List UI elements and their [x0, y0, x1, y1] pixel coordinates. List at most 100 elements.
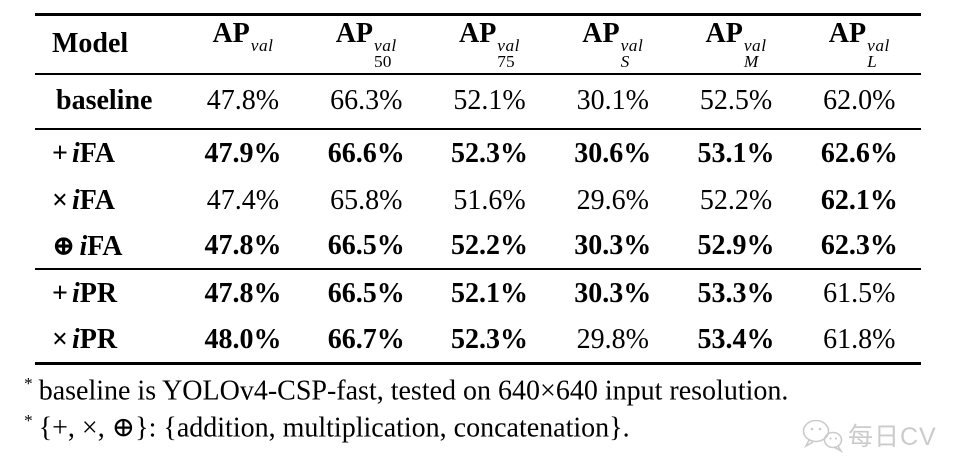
ap-subscript: S	[620, 52, 630, 72]
plus-operator-symbol: +	[52, 138, 68, 169]
wechat-chat-bubbles-icon	[800, 417, 844, 453]
header-row: Model AP val AP val 50 AP val 75 AP val S AP val…	[35, 14, 921, 75]
metric-cell: 51.6%	[453, 185, 526, 216]
footnote-marker: *	[24, 374, 33, 393]
metric-cell: 52.3%	[427, 318, 552, 365]
metric-cell: 52.2%	[427, 223, 552, 270]
metric-cell: 47.8%	[181, 73, 305, 130]
ap-supsub: val 75	[497, 36, 521, 72]
footnote-marker: *	[24, 411, 33, 431]
ap-subscript: 50	[374, 52, 392, 72]
oplus-operator-symbol: ⊕	[52, 230, 76, 262]
metric-cell: 66.6%	[327, 138, 405, 169]
ap-superscript: val	[620, 36, 644, 56]
metric-cell: 61.5%	[823, 278, 896, 309]
footnote-text: {+, ×, ⊕}: {addition, multiplication, co…	[38, 412, 630, 444]
footnote-baseline: * baseline is YOLOv4-CSP-fast, tested on …	[24, 373, 956, 410]
metric-cell: 47.4%	[206, 185, 280, 216]
metric-cell: 52.2%	[699, 185, 773, 216]
metric-cell: 52.5%	[674, 73, 798, 130]
metric-cell: 47.8%	[181, 223, 305, 270]
ap-superscript: val	[250, 36, 274, 56]
metric-cell: 30.6%	[574, 138, 652, 169]
metric-cell: 53.4%	[674, 318, 798, 365]
ap-superscript: val	[867, 36, 890, 56]
table-row-times-ifa: × iFA 47.4% 65.8% 51.6% 29.6% 52.2% 62.1%	[35, 179, 921, 224]
metric-cell: 62.3%	[797, 223, 921, 270]
ap-label: AP	[828, 18, 867, 50]
ap-subscript: M	[743, 52, 759, 72]
metric-cell: 47.9%	[204, 138, 282, 169]
metric-cell: 62.0%	[797, 73, 921, 130]
model-cell: ⊕ iFA	[35, 223, 182, 270]
plus-operator-symbol: +	[52, 278, 68, 309]
metric-cell: 52.1%	[450, 278, 528, 309]
times-operator-symbol: ×	[52, 185, 68, 216]
column-header-ap-l: AP val L	[797, 14, 921, 75]
model-italic-prefix: i	[71, 138, 80, 169]
column-header-ap75: AP val 75	[427, 14, 552, 75]
metric-cell: 52.3%	[450, 138, 528, 169]
column-header-model: Model	[35, 14, 182, 75]
metric-cell: 29.6%	[576, 185, 649, 216]
column-header-ap-m: AP val M	[674, 14, 798, 75]
table-row-baseline: baseline 47.8% 66.3% 52.1% 30.1% 52.5% 6…	[35, 73, 921, 130]
metric-cell: 65.8%	[330, 185, 403, 216]
results-table: Model AP val AP val 50 AP val 75 AP val S AP val…	[35, 13, 921, 365]
metric-cell: 30.3%	[574, 278, 652, 309]
metric-cell: 29.8%	[551, 318, 675, 365]
model-name: PR	[79, 324, 118, 356]
model-italic-prefix: i	[71, 185, 80, 216]
ap-subscript: L	[867, 52, 877, 72]
model-cell: baseline	[35, 73, 182, 130]
metric-cell: 66.7%	[304, 318, 428, 365]
footnotes: * baseline is YOLOv4-CSP-fast, tested on …	[24, 373, 956, 448]
metric-cell: 62.6%	[820, 138, 898, 169]
watermark: 每日CV	[800, 417, 937, 453]
metric-cell: 66.3%	[304, 73, 428, 130]
ap-supsub: val M	[743, 37, 767, 72]
table-row-times-ipr: × iPR 48.0% 66.7% 52.3% 29.8% 53.4% 61.8%	[35, 318, 921, 365]
metric-cell: 53.3%	[697, 278, 775, 309]
ap-supsub: val S	[620, 36, 644, 72]
ap-label: AP	[582, 18, 620, 50]
footnote-operators: * {+, ×, ⊕}: {addition, multiplication, c…	[24, 410, 956, 447]
metric-cell: 66.5%	[327, 278, 405, 309]
model-italic-prefix: i	[79, 230, 88, 262]
metric-cell: 52.1%	[427, 73, 552, 130]
model-cell: + iFA	[35, 129, 181, 179]
table-row-plus-ipr: + iPR 47.8% 66.5% 52.1% 30.3% 53.3% 61.5%	[35, 269, 921, 319]
ap-supsub: val	[250, 36, 274, 70]
metric-cell: 48.0%	[181, 318, 305, 365]
watermark-text: 每日CV	[848, 423, 937, 451]
ap-superscript: val	[374, 36, 397, 56]
ap-label: AP	[335, 18, 374, 50]
metric-cell: 53.1%	[697, 138, 775, 169]
model-name: FA	[79, 138, 115, 169]
times-operator-symbol: ×	[52, 324, 68, 356]
ap-supsub: val 50	[374, 36, 397, 72]
metric-cell: 47.8%	[204, 278, 282, 309]
ap-subscript: 75	[497, 52, 515, 72]
model-cell: × iFA	[35, 179, 181, 224]
paper-table-figure: Model AP val AP val 50 AP val 75 AP val S AP val…	[0, 13, 956, 462]
metric-cell: 61.8%	[797, 318, 921, 365]
column-header-ap-s: AP val S	[551, 14, 675, 75]
table-row-plus-ifa: + iFA 47.9% 66.6% 52.3% 30.6% 53.1% 62.6%	[35, 129, 921, 179]
metric-cell: 52.9%	[674, 223, 798, 270]
model-italic-prefix: i	[71, 278, 80, 309]
model-cell: × iPR	[35, 318, 182, 365]
ap-supsub: val L	[867, 36, 890, 72]
metric-cell: 66.5%	[304, 223, 428, 270]
model-italic-prefix: i	[71, 324, 80, 356]
ap-label: AP	[458, 18, 497, 50]
model-name: baseline	[56, 85, 153, 116]
column-header-ap50: AP val 50	[304, 14, 428, 75]
model-name: PR	[79, 278, 118, 309]
footnote-text: baseline is YOLOv4-CSP-fast, tested on 6…	[38, 375, 789, 407]
metric-cell: 30.3%	[551, 223, 675, 270]
metric-cell: 62.1%	[820, 185, 898, 216]
model-name: FA	[87, 230, 123, 262]
ap-superscript: val	[497, 36, 521, 56]
table-row-oplus-ifa: ⊕ iFA 47.8% 66.5% 52.2% 30.3% 52.9% 62.3%	[35, 223, 921, 270]
